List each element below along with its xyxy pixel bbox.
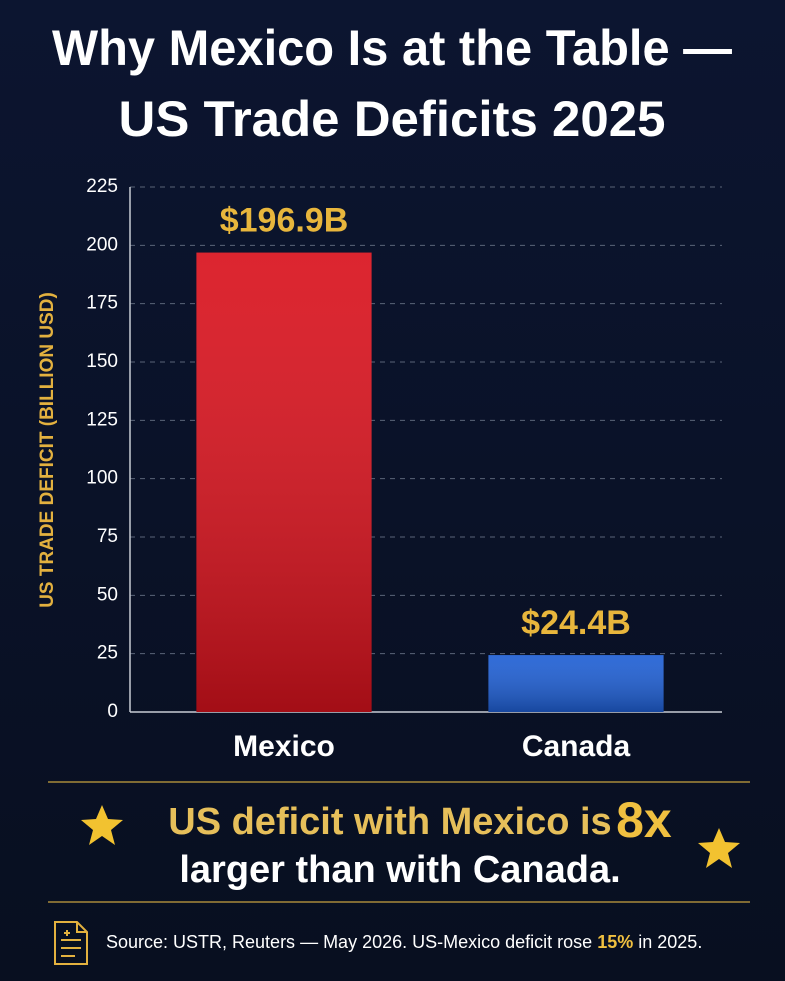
y-tick-label: 150 — [86, 351, 118, 372]
y-tick-label: 100 — [86, 468, 118, 489]
title-line: Why Mexico Is at the Table — — [52, 20, 732, 76]
bar-shade — [196, 252, 372, 713]
document-icon — [54, 921, 88, 965]
y-tick-label: 50 — [97, 584, 118, 605]
y-tick-label: 75 — [97, 526, 118, 547]
x-tick-label: Mexico — [233, 730, 335, 763]
value-label: $24.4B — [521, 604, 631, 642]
title-line: US Trade Deficits 2025 — [119, 91, 666, 147]
x-tick-label: Canada — [522, 730, 631, 763]
star — [698, 828, 740, 868]
y-tick-label: 200 — [86, 234, 118, 255]
source-text: Source: USTR, Reuters — May 2026. — [106, 932, 407, 952]
source-note: in 2025. — [638, 932, 702, 952]
callout-text: larger than with Canada. — [179, 849, 620, 891]
y-axis-label: US TRADE DEFICIT (BILLION USD) — [37, 292, 58, 608]
y-tick-label: 0 — [107, 701, 118, 722]
callout-highlight: 8x — [616, 792, 672, 848]
callout-text: US deficit with Mexico is — [168, 801, 611, 843]
source: Source: USTR, Reuters — May 2026. US-Mex… — [106, 932, 702, 952]
bar-shade — [488, 655, 664, 712]
y-tick-label: 125 — [86, 409, 118, 430]
star — [81, 805, 123, 845]
y-tick-label: 225 — [86, 176, 118, 197]
y-tick-label: 25 — [97, 643, 118, 664]
value-label: $196.9B — [220, 202, 349, 240]
source-note: US-Mexico deficit rose — [412, 932, 592, 952]
callout: US deficit with Mexico is 8x — [168, 792, 672, 848]
plot: 0 25 50 75 100 125 150 175 200 225 Mexico $196.9B Ca… — [86, 176, 722, 763]
y-tick-label: 175 — [86, 293, 118, 314]
source-highlight: 15% — [597, 932, 633, 952]
